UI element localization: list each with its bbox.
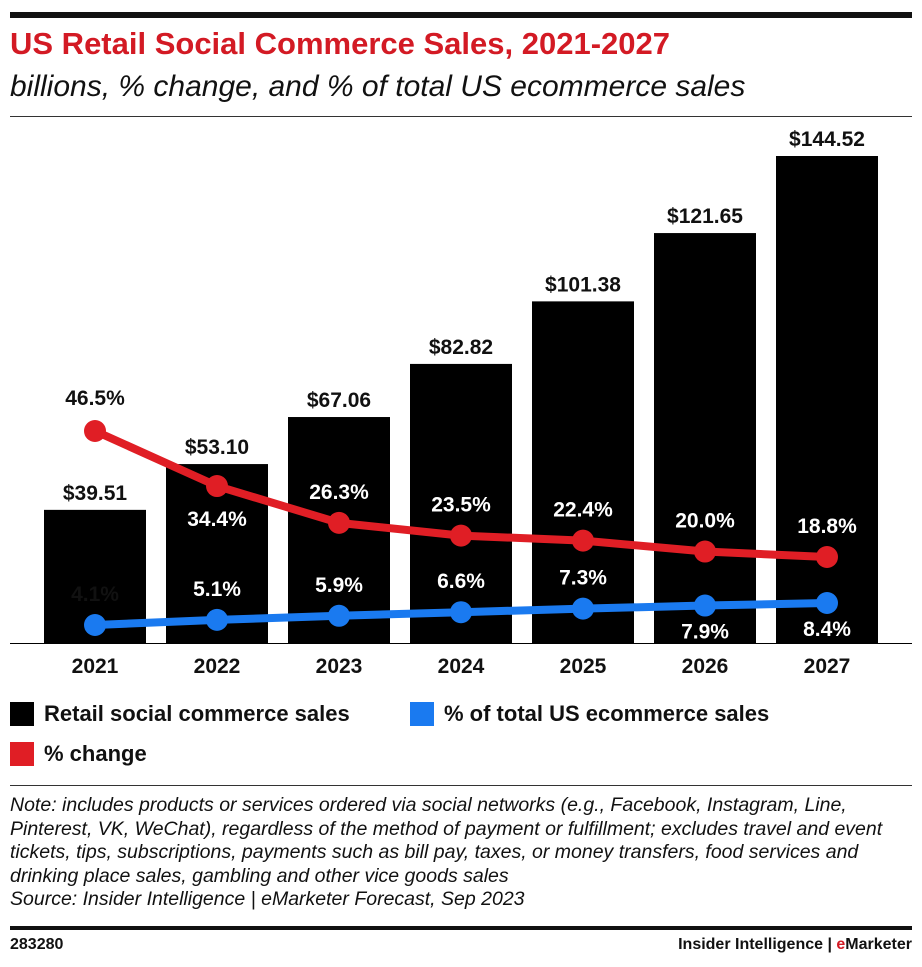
change-point-2021 [84, 420, 106, 442]
change-label-2025: 22.4% [553, 499, 613, 522]
share-label-2027: 8.4% [803, 618, 851, 641]
chart-note: Note: includes products or services orde… [10, 794, 912, 912]
share-label-2021: 4.1% [71, 583, 119, 606]
share-point-2022 [206, 608, 228, 631]
x-tick-2022: 2022 [194, 655, 241, 678]
change-point-2022 [206, 475, 228, 498]
top-rule [10, 12, 912, 18]
footer-rule [10, 926, 912, 930]
brand-highlight: e [836, 936, 846, 953]
chart-area: $39.51 $53.10 $67.06 $82.82 $101.38 $121.65 $1… [10, 128, 912, 678]
chart-id: 283280 [10, 936, 64, 953]
note-text: Note: includes products or services orde… [10, 794, 883, 887]
change-point-2023 [328, 511, 350, 534]
note-divider [10, 785, 912, 786]
legend-item-sales: Retail social commerce sales [10, 701, 350, 727]
bar-2027 [776, 156, 878, 643]
change-point-2027 [816, 546, 838, 568]
chart-title: US Retail Social Commerce Sales, 2021-20… [10, 26, 670, 61]
bar-label-2026: $121.65 [667, 205, 743, 228]
share-label-2024: 6.6% [437, 570, 485, 593]
brand-suffix: Marketer [845, 936, 912, 953]
share-label-2026: 7.9% [681, 621, 729, 644]
share-point-2024 [450, 601, 472, 624]
x-tick-2027: 2027 [804, 655, 851, 678]
x-tick-2023: 2023 [316, 655, 363, 678]
legend-item-change: % change [10, 741, 147, 767]
bar-label-2024: $82.82 [429, 336, 493, 359]
brand-footer: Insider Intelligence | eMarketer [678, 936, 912, 954]
share-label-2022: 5.1% [193, 578, 241, 601]
change-label-2027: 18.8% [797, 515, 857, 538]
change-point-2025 [572, 529, 594, 552]
share-point-2021 [84, 614, 106, 636]
share-point-2025 [572, 597, 594, 620]
bar-label-2022: $53.10 [185, 436, 249, 459]
brand-prefix: Insider Intelligence | [678, 936, 837, 953]
x-tick-2021: 2021 [72, 655, 119, 678]
bar-label-2021: $39.51 [63, 482, 128, 505]
legend-label-sales: Retail social commerce sales [44, 701, 350, 726]
share-point-2027 [816, 592, 838, 614]
x-tick-2025: 2025 [560, 655, 607, 678]
note-source: Source: Insider Intelligence | eMarketer… [10, 888, 525, 910]
change-label-2026: 20.0% [675, 510, 735, 533]
legend-label-change: % change [44, 741, 147, 766]
change-label-2021: 46.5% [65, 387, 125, 410]
chart-subtitle: billions, % change, and % of total US ec… [10, 70, 746, 103]
header-divider [10, 116, 912, 117]
bar-label-2025: $101.38 [545, 273, 621, 296]
bar-label-2027: $144.52 [789, 128, 865, 151]
bar-2025 [532, 301, 634, 643]
share-label-2023: 5.9% [315, 574, 363, 597]
bar-2024 [410, 363, 512, 643]
legend-swatch-change [10, 742, 34, 766]
share-point-2026 [694, 594, 716, 617]
legend-item-share: % of total US ecommerce sales [410, 701, 769, 727]
change-label-2023: 26.3% [309, 481, 369, 504]
share-point-2023 [328, 604, 350, 627]
legend-swatch-share [410, 702, 434, 726]
bar-2026 [654, 233, 756, 643]
bar-label-2023: $67.06 [307, 389, 371, 412]
change-label-2024: 23.5% [431, 494, 491, 517]
change-label-2022: 34.4% [187, 508, 247, 531]
share-label-2025: 7.3% [559, 567, 607, 590]
change-point-2026 [694, 540, 716, 563]
x-tick-2026: 2026 [682, 655, 729, 678]
change-point-2024 [450, 524, 472, 547]
legend-label-share: % of total US ecommerce sales [444, 701, 770, 726]
x-tick-2024: 2024 [438, 655, 485, 678]
legend-swatch-sales [10, 702, 34, 726]
